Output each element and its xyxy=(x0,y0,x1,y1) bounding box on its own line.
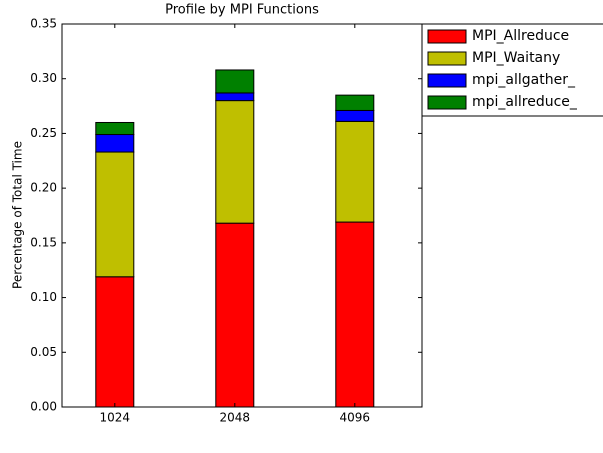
bar-segment xyxy=(215,69,255,94)
bar-segment xyxy=(95,151,135,278)
bar-segment xyxy=(335,221,375,408)
y-tick-label: 0.35 xyxy=(30,17,57,31)
y-axis-label: Percentage of Total Time xyxy=(11,141,25,289)
bar-segment xyxy=(215,100,255,224)
bar-segment xyxy=(95,134,135,153)
legend-label: mpi_allgather_ xyxy=(472,72,576,88)
chart-title: Profile by MPI Functions xyxy=(165,3,319,18)
legend-swatch xyxy=(427,73,467,88)
x-tick-label: 4096 xyxy=(340,411,371,425)
legend-label: MPI_Allreduce xyxy=(472,28,569,44)
legend-label: mpi_allreduce_ xyxy=(472,94,578,110)
bar-segment xyxy=(215,92,255,102)
legend-swatch xyxy=(427,95,467,110)
legend-label: MPI_Waitany xyxy=(472,50,560,66)
legend-swatch xyxy=(427,29,467,44)
bar-segment xyxy=(335,109,375,122)
x-tick-label: 2048 xyxy=(220,411,251,425)
bar-segment xyxy=(95,121,135,136)
y-tick-label: 0.30 xyxy=(30,71,57,85)
x-tick-label: 1024 xyxy=(100,411,131,425)
bar-segment xyxy=(215,222,255,408)
y-tick-label: 0.25 xyxy=(30,126,57,140)
bar-segment xyxy=(95,276,135,408)
plot-frame xyxy=(61,23,423,408)
y-tick-label: 0.15 xyxy=(30,235,57,249)
bar-segment xyxy=(335,120,375,223)
y-tick-label: 0.10 xyxy=(30,290,57,304)
legend-swatch xyxy=(427,51,467,66)
bar-segment xyxy=(335,94,375,111)
y-tick-label: 0.00 xyxy=(30,400,57,414)
y-tick-label: 0.20 xyxy=(30,181,57,195)
y-tick-label: 0.05 xyxy=(30,345,57,359)
